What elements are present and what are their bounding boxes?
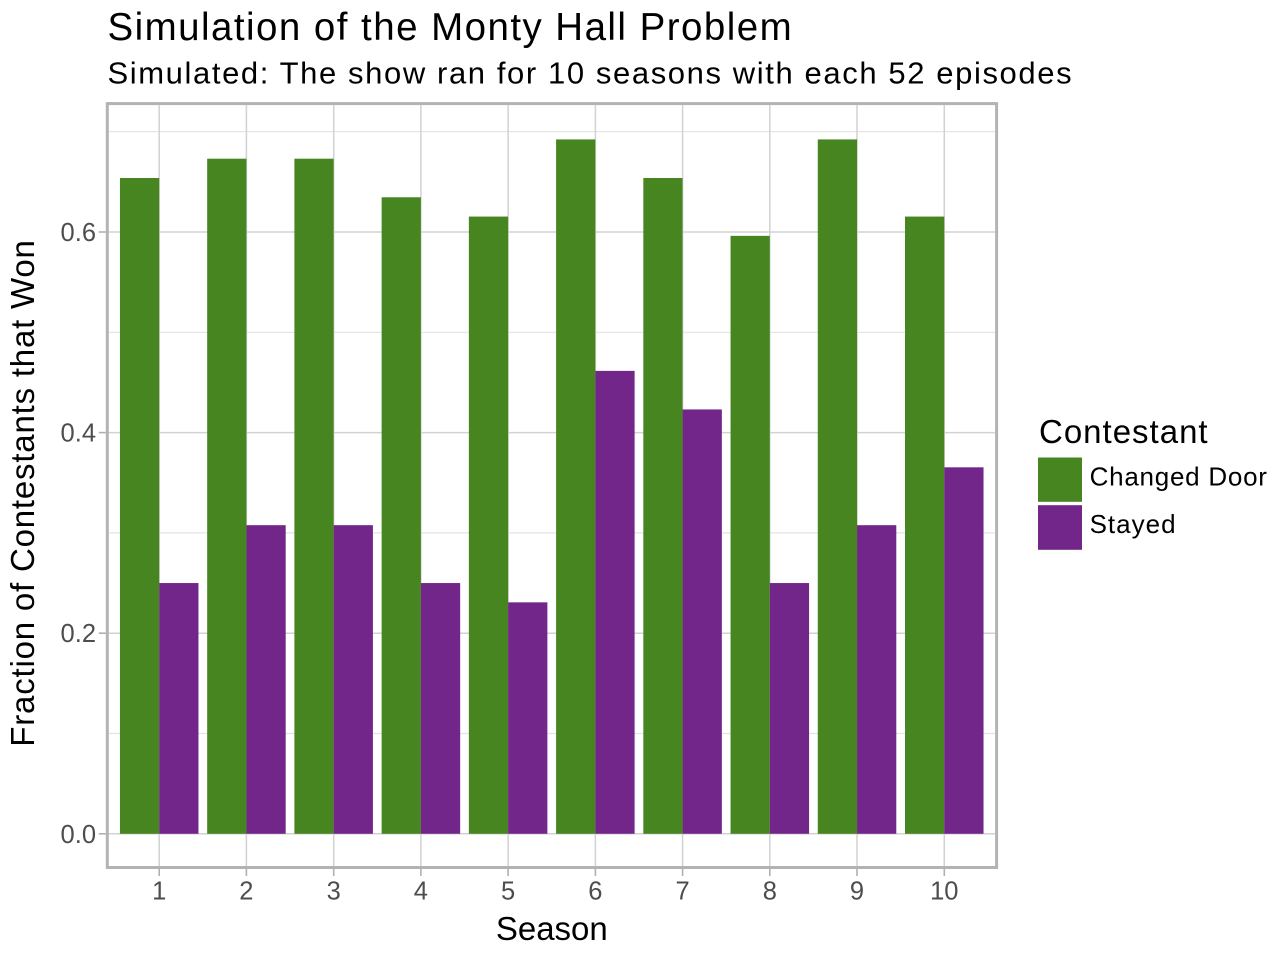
- svg-text:Changed Door: Changed Door: [1090, 462, 1268, 492]
- svg-text:Simulation of the Monty Hall P: Simulation of the Monty Hall Problem: [108, 6, 794, 49]
- svg-text:Simulated: The show ran for 10: Simulated: The show ran for 10 seasons w…: [108, 55, 1074, 90]
- svg-text:5: 5: [501, 878, 515, 906]
- svg-text:Contestant: Contestant: [1039, 413, 1209, 450]
- svg-text:Stayed: Stayed: [1090, 509, 1177, 539]
- svg-text:Season: Season: [496, 910, 608, 947]
- svg-text:10: 10: [930, 878, 958, 906]
- svg-text:8: 8: [763, 878, 777, 906]
- svg-text:1: 1: [152, 878, 166, 906]
- svg-text:0.0: 0.0: [61, 821, 96, 849]
- svg-text:4: 4: [414, 878, 428, 906]
- svg-text:7: 7: [676, 878, 690, 906]
- svg-text:9: 9: [850, 878, 864, 906]
- svg-text:2: 2: [239, 878, 253, 906]
- svg-text:0.2: 0.2: [61, 620, 96, 648]
- svg-text:0.4: 0.4: [61, 420, 96, 448]
- svg-text:6: 6: [588, 878, 602, 906]
- svg-text:3: 3: [327, 878, 341, 906]
- svg-text:0.6: 0.6: [61, 219, 96, 247]
- svg-text:Fraction of Contestants that W: Fraction of Contestants that Won: [4, 239, 41, 746]
